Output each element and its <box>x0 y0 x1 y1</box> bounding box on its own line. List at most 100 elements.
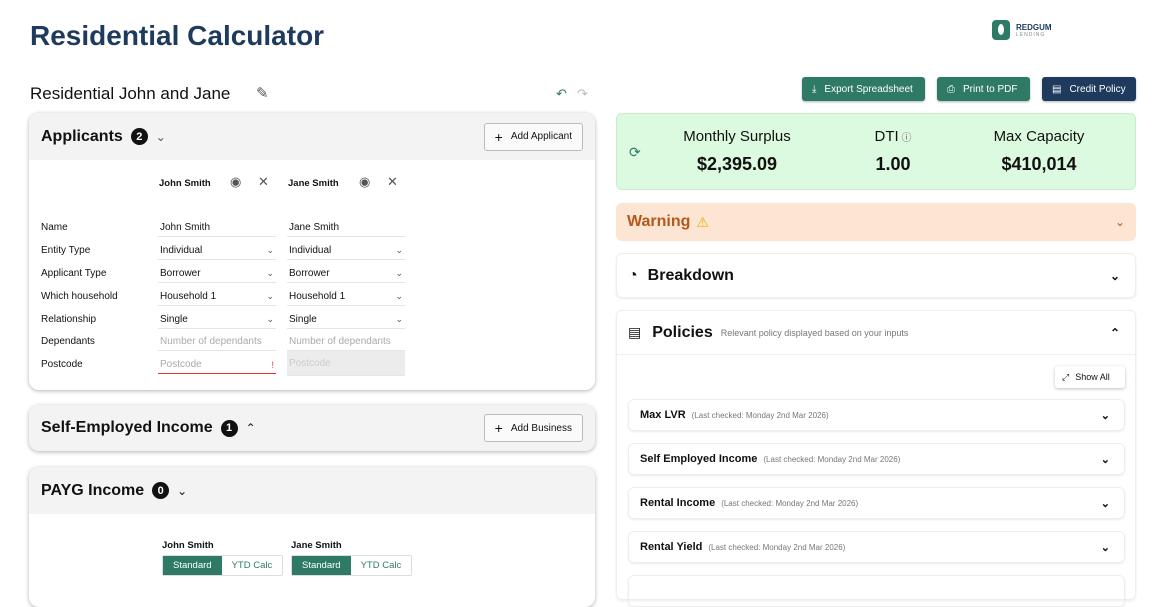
self-employed-title: Self-Employed Income <box>41 419 213 436</box>
edit-icon[interactable]: ✎ <box>256 85 269 102</box>
relationship-select-jane[interactable]: Single ⌄ <box>287 311 405 329</box>
payg-mode-toggle-jane[interactable]: Standard YTD Calc <box>291 555 413 576</box>
dependants-input-jane[interactable]: Number of dependants <box>287 333 405 351</box>
warning-panel[interactable]: Warning ⚠ ⌄ <box>616 203 1136 241</box>
print-label: Print to PDF <box>963 83 1018 95</box>
book-icon: ▤ <box>1052 83 1062 95</box>
chevron-down-icon: ⌄ <box>266 245 274 255</box>
chevron-down-icon: ⌄ <box>1100 453 1110 466</box>
name-input-john[interactable]: John Smith <box>158 219 276 237</box>
applicant-type-select-john[interactable]: Borrower ⌄ <box>158 265 276 283</box>
payg-title: PAYG Income <box>41 481 145 499</box>
policy-item[interactable]: Rental Income (Last checked: Monday 2nd M… <box>628 487 1125 519</box>
info-icon[interactable]: ⓘ <box>898 133 912 144</box>
chevron-down-icon: ⌄ <box>395 268 403 278</box>
self-employed-card: Self-Employed Income 1 ⌃ + Add Business <box>29 405 595 451</box>
export-label: Export Spreadsheet <box>824 83 913 95</box>
ytd-option[interactable]: YTD Calc <box>360 560 402 571</box>
policy-item[interactable]: Rental Yield (Last checked: Monday 2nd Ma… <box>628 531 1125 563</box>
logo-name: REDGUM <box>1016 22 1052 32</box>
entity-type-select-john[interactable]: Individual ⌄ <box>158 242 276 260</box>
chevron-down-icon: ⌄ <box>395 291 403 301</box>
applicant-column-john: John Smith <box>159 178 211 189</box>
capacity-label: Max Capacity <box>993 128 1085 145</box>
payg-person-jane: Jane Smith <box>291 540 342 551</box>
chevron-down-icon[interactable]: ⌄ <box>1114 215 1125 229</box>
payg-card: PAYG Income 0 ⌄ John Smith Jane Smith St… <box>29 467 595 607</box>
export-spreadsheet-button[interactable]: ⤓ Export Spreadsheet <box>802 77 925 101</box>
postcode-input-john[interactable]: Postcode! <box>158 356 276 374</box>
capacity-value: $410,014 <box>1001 154 1077 174</box>
chevron-down-icon: ⌄ <box>1100 409 1110 422</box>
show-all-button[interactable]: ⤢ Show All <box>1055 366 1125 388</box>
eye-icon[interactable]: ◉ <box>359 174 371 189</box>
applicants-card: Applicants 2 ⌄ + Add Applicant John Smith… <box>29 113 595 390</box>
chevron-down-icon: ⌄ <box>395 314 403 324</box>
dependants-input-john[interactable]: Number of dependants <box>158 333 276 351</box>
chevron-down-icon: ⌄ <box>266 314 274 324</box>
policy-item[interactable]: Self Employed Income (Last checked: Monda… <box>628 443 1125 475</box>
chevron-up-icon[interactable]: ⌃ <box>1109 325 1120 340</box>
scenario-name: Residential John and Jane <box>30 84 231 103</box>
refresh-icon[interactable]: ⟳ <box>629 144 641 160</box>
printer-icon: ⎙ <box>947 83 955 95</box>
chevron-up-icon[interactable]: ⌃ <box>245 421 256 435</box>
chevron-down-icon[interactable]: ⌄ <box>1109 268 1120 283</box>
chevron-down-icon: ⌄ <box>266 291 274 301</box>
label-entity-type: Entity Type <box>41 245 91 256</box>
surplus-label: Monthly Surplus <box>683 128 791 145</box>
plus-icon: + <box>494 128 503 145</box>
relationship-select-john[interactable]: Single ⌄ <box>158 311 276 329</box>
warning-title: Warning <box>627 213 691 230</box>
dti-value: 1.00 <box>875 154 911 174</box>
label-applicant-type: Applicant Type <box>41 268 107 279</box>
payg-count: 0 <box>152 482 170 499</box>
policies-title: Policies <box>652 323 713 341</box>
household-select-john[interactable]: Household 1 ⌄ <box>158 288 276 306</box>
label-dependants: Dependants <box>41 336 95 347</box>
close-icon[interactable]: ✕ <box>258 174 269 189</box>
name-input-jane[interactable]: Jane Smith <box>287 219 405 237</box>
policy-item-partial[interactable] <box>628 575 1125 607</box>
label-relationship: Relationship <box>41 314 97 325</box>
breakdown-title: Breakdown <box>647 266 734 284</box>
add-applicant-button[interactable]: + Add Applicant <box>483 122 583 151</box>
applicants-title: Applicants <box>41 127 123 145</box>
redgum-logo: REDGUM LENDING <box>992 20 1052 40</box>
applicant-column-jane: Jane Smith <box>288 178 339 189</box>
chevron-down-icon: ⌄ <box>395 245 403 255</box>
label-name: Name <box>41 222 68 233</box>
eye-icon[interactable]: ◉ <box>230 174 242 189</box>
chevron-down-icon[interactable]: ⌄ <box>155 129 166 144</box>
add-business-button[interactable]: + Add Business <box>483 414 583 442</box>
standard-option[interactable]: Standard <box>292 556 351 575</box>
chevron-down-icon[interactable]: ⌄ <box>177 483 188 498</box>
undo-icon[interactable]: ↶ <box>556 86 567 101</box>
policies-subtitle: Relevant policy displayed based on your … <box>720 327 909 338</box>
ytd-option[interactable]: YTD Calc <box>231 560 273 571</box>
household-select-jane[interactable]: Household 1 ⌄ <box>287 288 405 306</box>
credit-policy-button[interactable]: ▤ Credit Policy <box>1042 77 1136 101</box>
label-postcode: Postcode <box>41 359 83 370</box>
policy-item[interactable]: Max LVR (Last checked: Monday 2nd Mar 202… <box>628 399 1125 431</box>
policies-panel: ▤ Policies Relevant policy displayed bas… <box>616 310 1136 607</box>
entity-type-select-jane[interactable]: Individual ⌄ <box>287 242 405 260</box>
standard-option[interactable]: Standard <box>163 556 222 575</box>
download-icon: ⤓ <box>812 83 817 95</box>
payg-person-john: John Smith <box>162 540 214 551</box>
redo-icon[interactable]: ↷ <box>577 86 588 101</box>
chevron-down-icon: ⌄ <box>1100 541 1110 554</box>
pie-chart-icon: ◔ <box>628 266 638 284</box>
chevron-down-icon: ⌄ <box>266 268 274 278</box>
print-pdf-button[interactable]: ⎙ Print to PDF <box>937 77 1030 101</box>
payg-mode-toggle-john[interactable]: Standard YTD Calc <box>162 555 284 576</box>
logo-tagline: LENDING <box>1016 31 1046 38</box>
page-title: Residential Calculator <box>30 20 325 51</box>
book-icon: ▤ <box>628 324 642 340</box>
chevron-down-icon: ⌄ <box>1100 497 1110 510</box>
close-icon[interactable]: ✕ <box>387 174 398 189</box>
summary-panel: ⟳ Monthly Surplus $2,395.09 DTI ⓘ 1.00 Max… <box>616 113 1136 190</box>
leaf-icon <box>992 20 1010 40</box>
applicant-type-select-jane[interactable]: Borrower ⌄ <box>287 265 405 283</box>
breakdown-panel[interactable]: ◔ Breakdown ⌄ <box>616 253 1136 298</box>
